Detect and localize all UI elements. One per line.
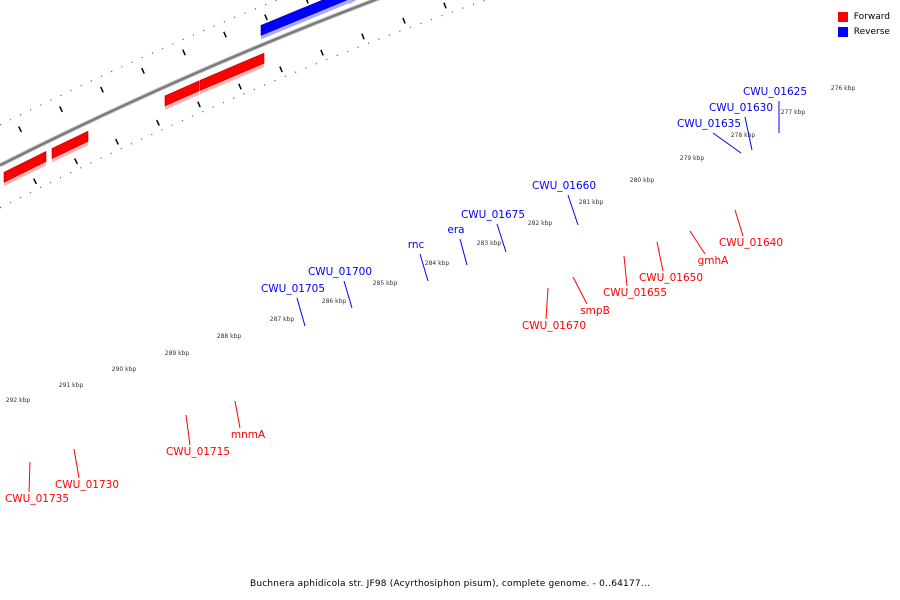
kbp-tick-label: 276 kbp bbox=[831, 85, 856, 92]
kbp-tick-label: 282 kbp bbox=[528, 220, 553, 227]
kbp-tick-label: 289 kbp bbox=[165, 350, 190, 357]
kbp-tick-label: 284 kbp bbox=[425, 260, 450, 267]
inner-tick-mark bbox=[402, 17, 406, 24]
feature-label: CWU_01635 bbox=[677, 118, 741, 130]
outer-tick-mark bbox=[264, 14, 268, 21]
kbp-tick-label: 278 kbp bbox=[731, 132, 756, 139]
feature-label: mnmA bbox=[231, 429, 266, 441]
feature-label: CWU_01730 bbox=[55, 479, 119, 491]
legend-item-reverse: Reverse bbox=[837, 24, 890, 39]
feature-label: CWU_01705 bbox=[261, 283, 325, 295]
kbp-tick-label: 292 kbp bbox=[6, 397, 31, 404]
forward-swatch bbox=[837, 11, 848, 22]
feature-label: gmhA bbox=[698, 255, 730, 267]
kbp-tick-label: 281 kbp bbox=[579, 199, 604, 206]
backbone-shadow bbox=[0, 0, 381, 167]
feature-leader-line bbox=[343, 280, 353, 309]
backbone bbox=[0, 0, 378, 167]
kbp-tick-label: 288 kbp bbox=[217, 333, 242, 340]
feature-leader-line bbox=[73, 448, 80, 479]
genome-caption: Buchnera aphidicola str. JF98 (Acyrthosi… bbox=[249, 579, 651, 589]
feature-leader-line bbox=[296, 297, 306, 327]
inner-tick-mark bbox=[238, 83, 242, 90]
feature-leader-line bbox=[656, 241, 664, 272]
feature-leader-line bbox=[419, 253, 429, 282]
inner-tick-mark bbox=[33, 178, 38, 185]
feature-arrow bbox=[199, 52, 265, 91]
feature-leader-line bbox=[234, 400, 241, 429]
feature-label: CWU_01700 bbox=[308, 266, 372, 278]
inner-tick-mark bbox=[197, 101, 201, 108]
feature-label: CWU_01670 bbox=[522, 320, 586, 332]
feature-arrow bbox=[260, 0, 348, 36]
kbp-tick-label: 286 kbp bbox=[322, 298, 347, 305]
feature-leader-line bbox=[567, 194, 579, 226]
inner-tick-mark bbox=[443, 2, 447, 9]
feature-leader-line bbox=[712, 132, 742, 154]
outer-tick-mark bbox=[141, 67, 145, 74]
feature-label: era bbox=[447, 224, 464, 236]
feature-label: CWU_01735 bbox=[5, 493, 69, 505]
legend-label-reverse: Reverse bbox=[853, 26, 890, 37]
outer-tick-mark bbox=[59, 106, 63, 113]
feature-label: CWU_01715 bbox=[166, 446, 230, 458]
kbp-tick-label: 283 kbp bbox=[477, 240, 502, 247]
feature-leader-line bbox=[496, 223, 507, 253]
feature-bevel bbox=[261, 0, 353, 40]
feature-label: CWU_01655 bbox=[603, 287, 667, 299]
kbp-tick-label: 277 kbp bbox=[781, 109, 806, 116]
feature-leader-line bbox=[572, 276, 588, 305]
outer-tick-mark bbox=[305, 0, 309, 4]
feature-leader-line bbox=[185, 414, 191, 446]
legend-item-forward: Forward bbox=[837, 9, 890, 24]
outer-tick-mark bbox=[182, 49, 186, 56]
kbp-tick-label: 285 kbp bbox=[373, 280, 398, 287]
kbp-tick-label: 279 kbp bbox=[680, 155, 705, 162]
feature-arrow bbox=[51, 130, 89, 160]
outer-tick-mark bbox=[18, 126, 23, 133]
feature-leader-line bbox=[459, 238, 468, 266]
feature-label: CWU_01650 bbox=[639, 272, 703, 284]
feature-label: CWU_01640 bbox=[719, 237, 783, 249]
inner-tick-mark bbox=[156, 119, 160, 126]
inner-tick-mark bbox=[115, 138, 119, 145]
outer-tick-mark bbox=[223, 31, 227, 38]
feature-label: rnc bbox=[408, 239, 425, 251]
feature-label: CWU_01675 bbox=[461, 209, 525, 221]
inner-tick-mark bbox=[74, 158, 78, 165]
feature-arrow bbox=[164, 80, 200, 107]
inner-tick-mark bbox=[320, 49, 324, 56]
feature-leader-line bbox=[545, 287, 549, 320]
kbp-tick-label: 290 kbp bbox=[112, 366, 137, 373]
outer-tick-mark bbox=[100, 86, 104, 93]
feature-label: CWU_01625 bbox=[743, 86, 807, 98]
feature-arrow bbox=[3, 150, 47, 183]
kbp-tick-label: 287 kbp bbox=[270, 316, 295, 323]
feature-label: CWU_01630 bbox=[709, 102, 773, 114]
reverse-swatch bbox=[837, 26, 848, 37]
feature-leader-line bbox=[623, 255, 628, 287]
legend: Forward Reverse bbox=[837, 9, 890, 39]
feature-leader-line bbox=[744, 116, 753, 151]
legend-label-forward: Forward bbox=[853, 11, 890, 22]
inner-tick-mark bbox=[279, 66, 283, 73]
feature-leader-line bbox=[689, 230, 706, 255]
kbp-tick-label: 280 kbp bbox=[630, 177, 655, 184]
feature-label: CWU_01660 bbox=[532, 180, 596, 192]
feature-leader-line bbox=[28, 461, 31, 493]
inner-tick-mark bbox=[361, 33, 365, 40]
kbp-tick-label: 291 kbp bbox=[59, 382, 84, 389]
feature-label: smpB bbox=[580, 305, 610, 317]
feature-leader-line bbox=[734, 209, 744, 237]
